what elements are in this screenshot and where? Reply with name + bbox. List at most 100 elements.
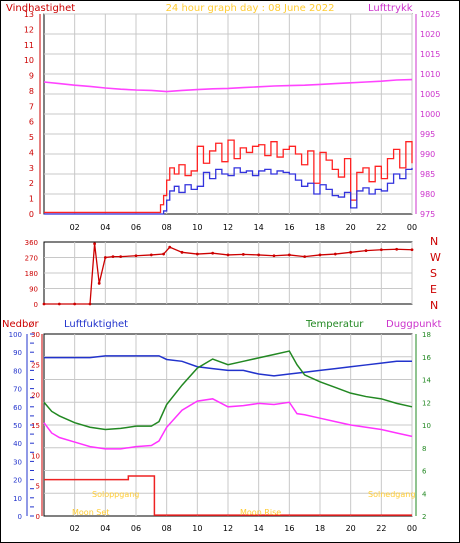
- wind-speed-tick: 0: [29, 210, 34, 219]
- wind-panel-x-tick: 10: [192, 223, 202, 232]
- pressure-tick: 985: [420, 170, 435, 179]
- temperature-tick: 12: [422, 399, 431, 407]
- rain-tick: 100: [9, 331, 22, 339]
- wind-speed-tick: 8: [29, 87, 34, 96]
- wind-panel-x-tick: 14: [254, 223, 264, 232]
- dewpoint-label: Duggpunkt: [386, 319, 442, 330]
- direction-letter-w: W: [430, 251, 441, 264]
- wind-panel-x-tick: 22: [376, 223, 386, 232]
- humidity-series-line: [44, 355, 412, 377]
- temperature-series-line: [43, 350, 413, 431]
- rain-series-line: [44, 475, 412, 516]
- rain-label: Nedbør: [2, 319, 39, 330]
- sunset-label: Solnedgang: [368, 490, 415, 499]
- humidity-scale-tick: 5: [36, 483, 40, 491]
- pressure-tick: 995: [420, 130, 435, 139]
- climate-panel-x-tick: 22: [376, 524, 386, 533]
- temperature-label: Temperatur: [305, 319, 364, 330]
- pressure-tick: 1015: [420, 50, 440, 59]
- pressure-tick: 975: [420, 210, 435, 219]
- axes-layer: 02 04 06 08 10 12 14 16 18 20 22 000123456789101112…: [9, 10, 441, 533]
- wind-panel-x-tick: 16: [284, 223, 294, 232]
- wind-panel-x-tick: 04: [100, 223, 110, 232]
- wind-panel-x-tick: 08: [162, 223, 172, 232]
- wind-panel-x-tick: 00: [407, 223, 417, 232]
- wind-speed-tick: 12: [24, 25, 34, 34]
- wind-speed-tick: 3: [29, 164, 34, 173]
- pressure-tick: 1005: [420, 90, 440, 99]
- wind-speed-tick: 2: [29, 179, 34, 188]
- climate-panel-x-tick: 06: [131, 524, 141, 533]
- pressure-tick: 1020: [420, 30, 440, 39]
- pressure-tick: 980: [420, 190, 435, 199]
- wind-speed-tick: 4: [29, 148, 34, 157]
- sunrise-label: Soloppgang: [92, 490, 139, 499]
- humidity-scale-tick: 10: [31, 452, 40, 460]
- wind-direction-series-line: [44, 243, 413, 305]
- dewpoint-series-line: [43, 398, 413, 450]
- wind-panel-x-tick: 06: [131, 223, 141, 232]
- direction-tick: 180: [25, 270, 38, 278]
- pressure-tick: 1025: [420, 10, 440, 19]
- humidity-scale-tick: 30: [31, 331, 40, 339]
- climate-panel-x-tick: 00: [407, 524, 417, 533]
- climate-panel-x-tick: 08: [162, 524, 172, 533]
- humidity-label: Luftfuktighet: [64, 319, 128, 330]
- climate-panel-x-tick: 04: [100, 524, 110, 533]
- wind-speed-tick: 1: [29, 195, 34, 204]
- grid-layer: [44, 13, 413, 516]
- rain-tick: 20: [13, 477, 22, 485]
- wind-panel-x-tick: 12: [223, 223, 233, 232]
- temperature-tick: 16: [422, 354, 431, 362]
- rain-tick: 50: [13, 422, 22, 430]
- wind-speed-tick: 9: [29, 72, 34, 81]
- temperature-tick: 18: [422, 331, 431, 339]
- humidity-scale-tick: 15: [31, 422, 40, 430]
- wind-speed-tick: 11: [24, 41, 34, 50]
- temperature-tick: 14: [422, 377, 431, 385]
- direction-tick: 360: [25, 239, 38, 247]
- climate-panel-x-tick: 14: [254, 524, 264, 533]
- temperature-tick: 10: [422, 422, 431, 430]
- moonset-label: Moon Set: [72, 508, 109, 517]
- wind-speed-tick: 5: [29, 133, 34, 142]
- pressure-tick: 990: [420, 150, 435, 159]
- moonrise-label: Moon Rise: [240, 508, 281, 517]
- temperature-tick: 4: [422, 490, 427, 498]
- temperature-tick: 2: [422, 513, 426, 521]
- wind-speed-tick: 6: [29, 118, 34, 127]
- wind-panel-x-tick: 18: [315, 223, 325, 232]
- graph-title: 24 hour graph day : 08 June 2022: [166, 3, 335, 14]
- rain-tick: 80: [13, 367, 22, 375]
- rain-tick: 40: [13, 440, 22, 448]
- climate-panel-x-tick: 12: [223, 524, 233, 533]
- direction-letter-e: E: [430, 283, 437, 296]
- pressure-tick: 1000: [420, 110, 440, 119]
- pressure-label: Lufttrykk: [368, 3, 413, 14]
- rain-tick: 70: [13, 386, 22, 394]
- wind-speed-label: Vindhastighet: [6, 3, 75, 14]
- pressure-series-line: [43, 78, 413, 93]
- humidity-scale-tick: 25: [31, 361, 40, 369]
- direction-tick: 90: [29, 286, 38, 294]
- wind-speed-series-line: [44, 167, 413, 215]
- climate-panel-x-tick: 02: [70, 524, 80, 533]
- rain-tick: 10: [13, 495, 22, 503]
- rain-tick: 90: [13, 349, 22, 357]
- series-layer: [42, 78, 414, 516]
- climate-panel-x-tick: 20: [346, 524, 356, 533]
- rain-tick: 0: [18, 513, 22, 521]
- temperature-tick: 8: [422, 445, 426, 453]
- rain-tick: 30: [13, 458, 22, 466]
- temperature-tick: 6: [422, 468, 427, 476]
- wind-speed-tick: 10: [24, 56, 34, 65]
- wind-panel-x-tick: 02: [70, 223, 80, 232]
- direction-tick: 0: [34, 301, 38, 309]
- wind-gust-series-line: [44, 139, 413, 214]
- pressure-tick: 1010: [420, 70, 440, 79]
- wind-speed-tick: 7: [29, 102, 34, 111]
- humidity-scale-tick: 20: [31, 392, 40, 400]
